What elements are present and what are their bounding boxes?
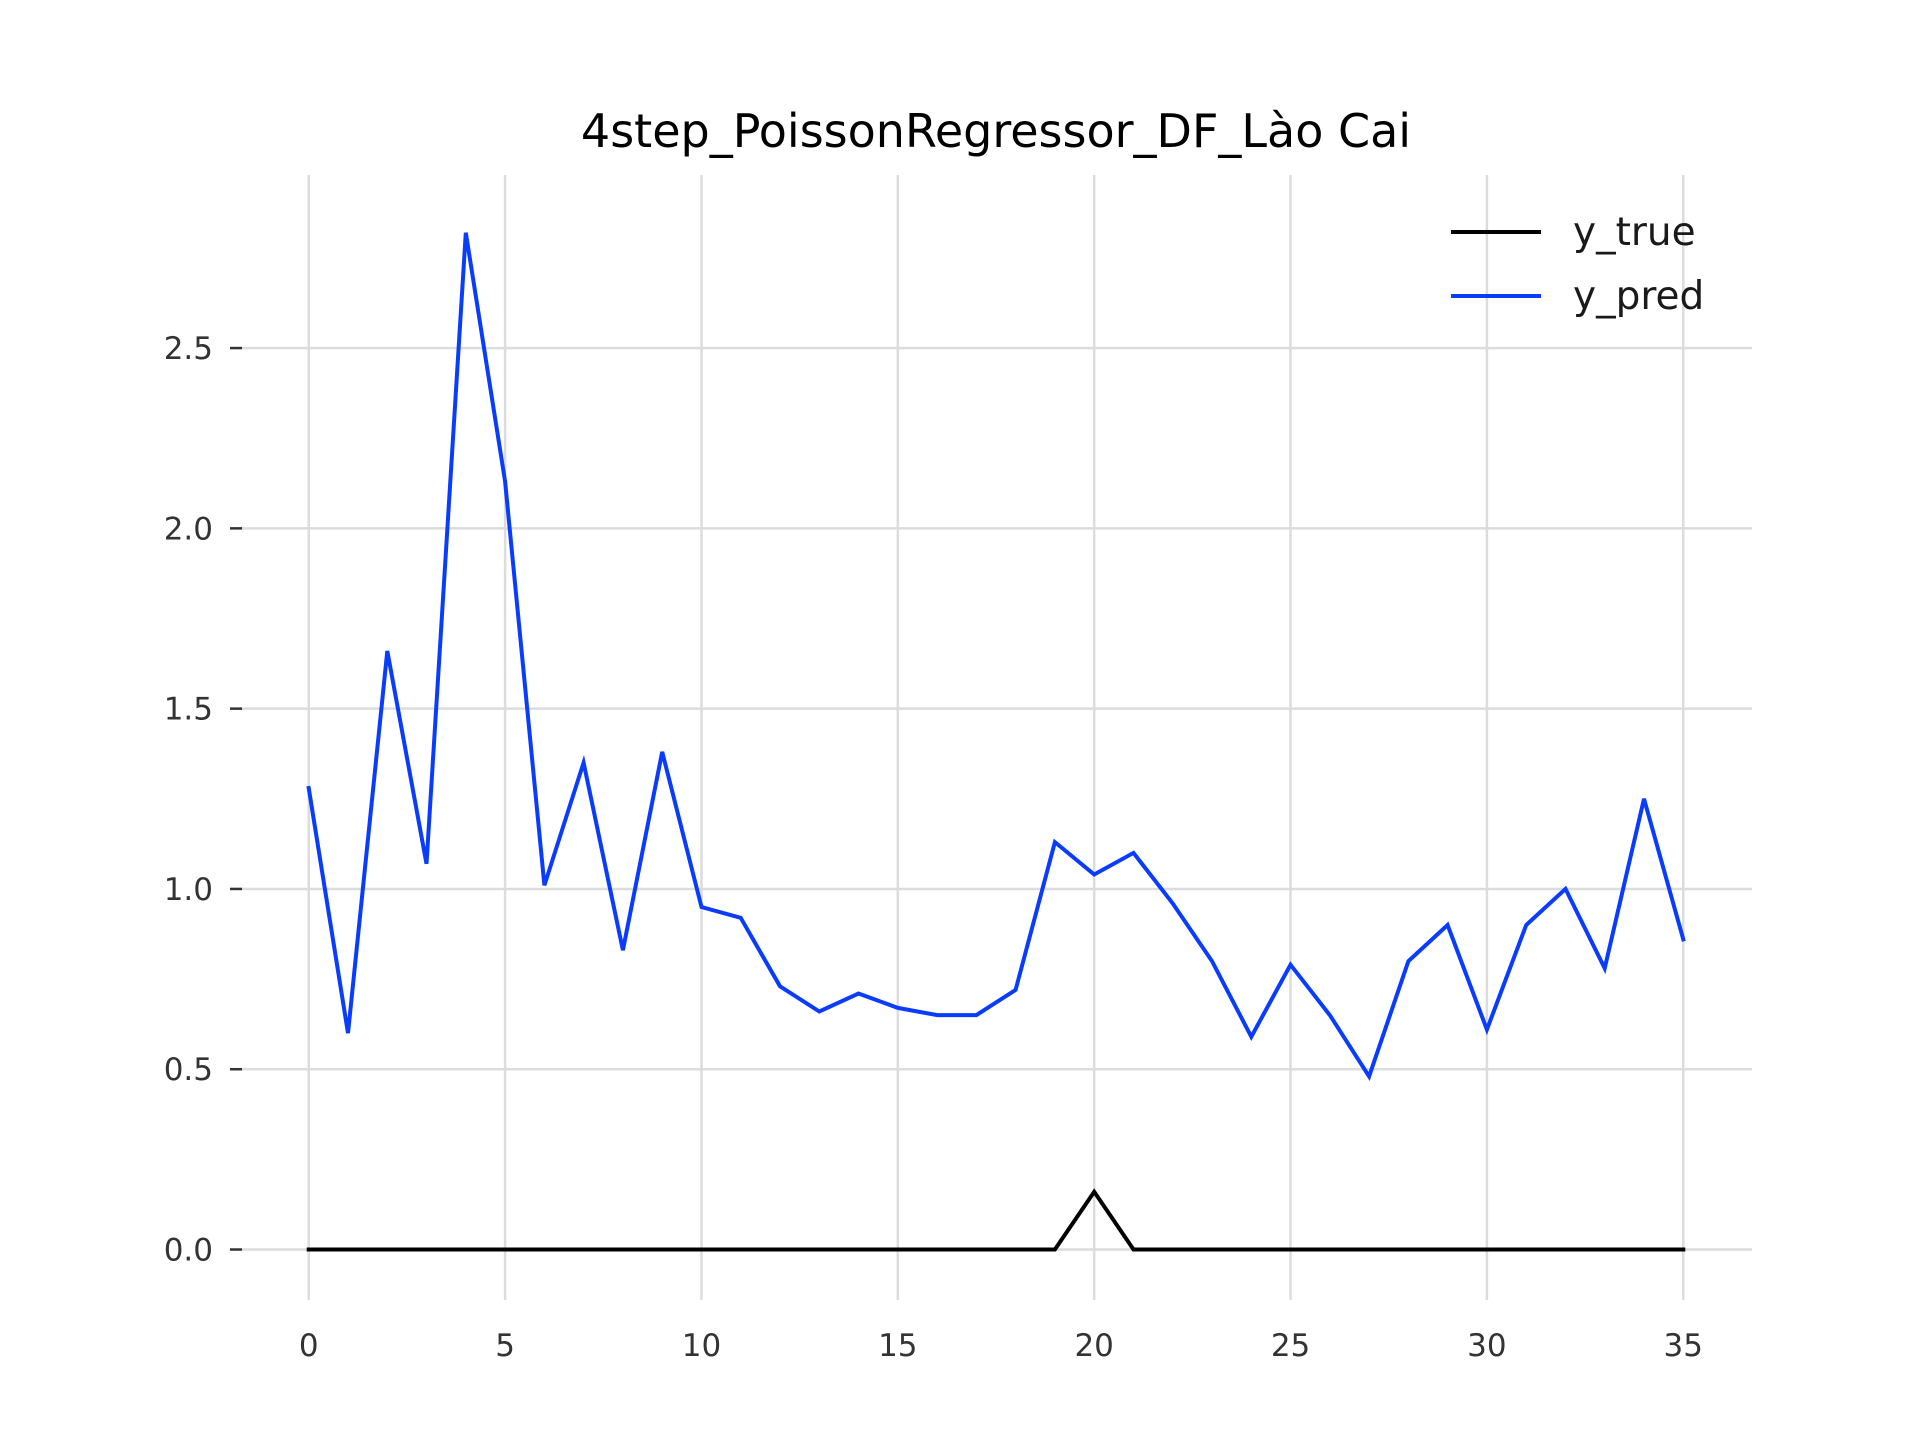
x-tick-label: 10 [682, 1328, 721, 1364]
y-tick-label: 0.5 [164, 1052, 213, 1088]
x-tick-label: 25 [1271, 1328, 1310, 1364]
y-tick-label: 2.5 [164, 331, 213, 367]
axis-ticks: 0 5 10 15 20 25 30 35 0.0 0.5 1.0 1.5 2.0 2.5 [164, 331, 1703, 1364]
y-tick-label: 1.5 [164, 692, 213, 728]
y-tick-label: 0.0 [164, 1233, 213, 1269]
series-line-y-true [306, 1188, 1686, 1252]
legend: y_true y_pred [1451, 210, 1704, 319]
x-tick-label: 15 [878, 1328, 917, 1364]
legend-label-y-true: y_true [1573, 210, 1696, 255]
x-tick-label: 0 [299, 1328, 319, 1364]
y-tick-label: 2.0 [164, 511, 213, 547]
series-line-y-pred [306, 232, 1686, 1081]
y-tick-label: 1.0 [164, 872, 213, 908]
legend-label-y-pred: y_pred [1573, 274, 1704, 319]
x-tick-label: 5 [495, 1328, 515, 1364]
x-tick-label: 35 [1664, 1328, 1703, 1364]
x-tick-label: 30 [1467, 1328, 1506, 1364]
series-lines [306, 232, 1686, 1252]
chart-title: 4step_PoissonRegressor_DF_Lào Cai [581, 104, 1411, 158]
x-tick-label: 20 [1074, 1328, 1113, 1364]
